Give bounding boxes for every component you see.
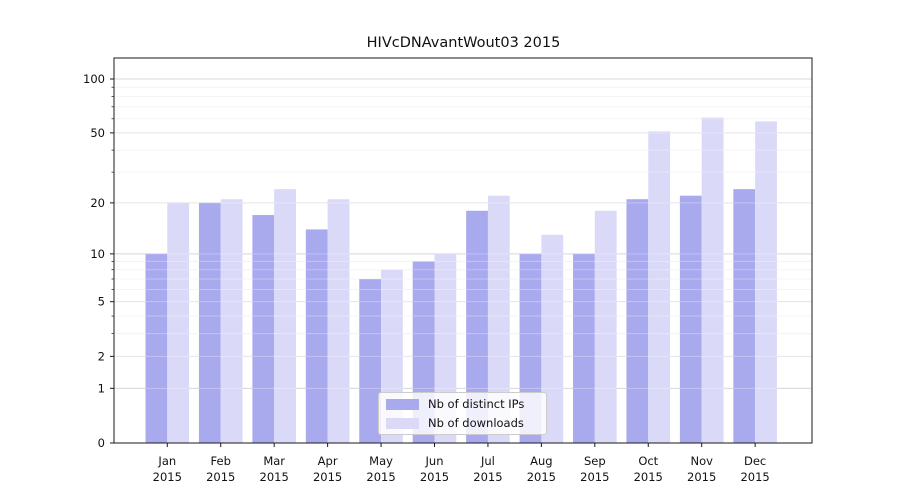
bar-distinct-ips-oct — [626, 199, 649, 443]
y-tick-label-1: 1 — [98, 381, 105, 395]
x-tick-label-aug: Aug — [530, 454, 552, 468]
y-tick-label-5: 5 — [98, 295, 105, 309]
bar-downloads-jul — [487, 195, 510, 443]
x-tick-year-may: 2015 — [366, 470, 395, 484]
bar-downloads-feb — [220, 199, 243, 443]
chart-title: HIVcDNAvantWout03 2015 — [366, 35, 561, 51]
x-tick-label-sep: Sep — [584, 454, 606, 468]
x-tick-label-may: May — [369, 454, 393, 468]
y-tick-label-20: 20 — [90, 196, 105, 210]
bar-distinct-ips-feb — [198, 202, 221, 443]
bar-downloads-apr — [327, 199, 350, 443]
bar-distinct-ips-mar — [252, 215, 275, 443]
legend-label-downloads: Nb of downloads — [428, 416, 524, 430]
legend-item-downloads: Nb of downloads — [386, 415, 539, 431]
bar-distinct-ips-jan — [145, 253, 168, 443]
bar-distinct-ips-jul — [466, 210, 488, 443]
x-tick-label-oct: Oct — [638, 454, 658, 468]
x-tick-label-feb: Feb — [211, 454, 231, 468]
x-tick-label-apr: Apr — [318, 454, 338, 468]
x-tick-label-jul: Jul — [480, 454, 495, 468]
x-tick-year-sep: 2015 — [580, 470, 609, 484]
bar-downloads-nov — [701, 117, 724, 444]
bar-downloads-jan — [167, 202, 190, 443]
bar-distinct-ips-sep — [573, 253, 595, 443]
y-tick-label-50: 50 — [90, 126, 105, 140]
bar-downloads-sep — [594, 210, 617, 443]
bar-distinct-ips-apr — [305, 229, 328, 443]
plot-frame — [113, 57, 813, 444]
bar-downloads-dec — [755, 121, 777, 443]
legend: Nb of distinct IPs Nb of downloads — [378, 392, 547, 435]
x-tick-label-jun: Jun — [425, 454, 444, 468]
x-tick-year-oct: 2015 — [634, 470, 663, 484]
y-tick-label-100: 100 — [83, 72, 105, 86]
y-tick-label-10: 10 — [90, 247, 105, 261]
legend-item-distinct-ips: Nb of distinct IPs — [386, 396, 539, 412]
x-tick-year-feb: 2015 — [206, 470, 235, 484]
bar-distinct-ips-dec — [733, 189, 756, 443]
x-tick-label-mar: Mar — [263, 454, 285, 468]
x-tick-year-nov: 2015 — [687, 470, 716, 484]
x-tick-year-aug: 2015 — [527, 470, 556, 484]
bar-downloads-mar — [274, 189, 296, 443]
legend-label-distinct-ips: Nb of distinct IPs — [428, 397, 525, 411]
x-tick-year-jun: 2015 — [420, 470, 449, 484]
y-tick-label-2: 2 — [98, 349, 105, 363]
x-tick-year-jan: 2015 — [153, 470, 182, 484]
legend-swatch-distinct-ips — [386, 398, 419, 410]
bar-downloads-oct — [648, 131, 671, 443]
bar-distinct-ips-may — [359, 278, 382, 443]
x-tick-year-mar: 2015 — [260, 470, 289, 484]
x-tick-label-nov: Nov — [690, 454, 713, 468]
bar-distinct-ips-nov — [679, 195, 702, 443]
bar-downloads-aug — [541, 234, 564, 443]
x-tick-year-jul: 2015 — [473, 470, 502, 484]
y-tick-label-0: 0 — [98, 436, 105, 450]
x-tick-year-apr: 2015 — [313, 470, 342, 484]
x-tick-year-dec: 2015 — [740, 470, 769, 484]
x-tick-label-dec: Dec — [744, 454, 766, 468]
x-tick-label-jan: Jan — [157, 454, 176, 468]
legend-swatch-downloads — [386, 417, 419, 429]
